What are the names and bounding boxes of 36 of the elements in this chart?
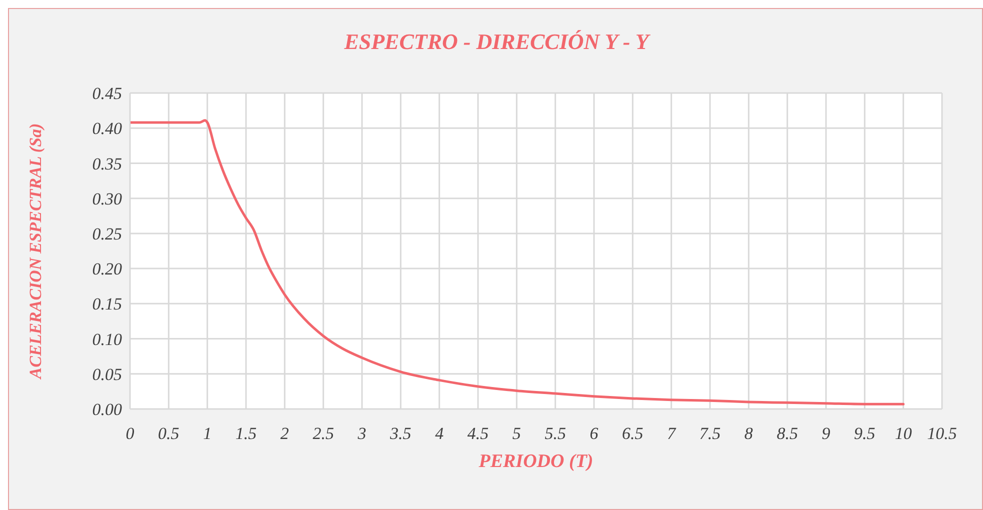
x-tick-label: 4.5 (467, 424, 489, 444)
y-tick-label: 0.10 (92, 330, 122, 349)
y-tick-label: 0.45 (92, 84, 122, 104)
y-tick-label: 0.00 (92, 400, 122, 420)
x-tick-label: 8 (744, 424, 754, 444)
x-tick-label: 5.5 (544, 424, 566, 444)
x-tick-label: 8.5 (776, 424, 798, 444)
y-tick-label: 0.05 (92, 364, 122, 384)
x-tick-label: 5 (512, 424, 521, 444)
y-tick-label: 0.15 (92, 294, 122, 314)
x-tick-label: 6 (590, 424, 599, 444)
x-tick-label: 1 (203, 424, 212, 444)
x-tick-label: 7.5 (699, 424, 721, 444)
x-tick-label: 0.5 (158, 424, 180, 444)
y-tick-label: 0.30 (92, 189, 122, 208)
x-tick-label: 9 (822, 424, 831, 444)
line-series (130, 119, 905, 406)
y-tick-label: 0.35 (92, 154, 122, 174)
x-tick-label: 2 (280, 424, 290, 444)
x-axis-title: PERIODO (T) (478, 451, 594, 472)
x-tick-label: 0 (126, 424, 135, 444)
x-tick-label: 10.5 (927, 424, 957, 444)
y-tick-label: 0.25 (92, 224, 122, 244)
y-axis-title: ACELERACION ESPECTRAL (Sa) (26, 123, 46, 380)
x-tick-label: 9.5 (854, 424, 876, 444)
chart-title: ESPECTRO - DIRECCIÓN Y - Y (343, 29, 652, 55)
x-tick-label: 2.5 (312, 424, 334, 444)
x-tick-label: 1.5 (235, 424, 257, 444)
x-tick-label: 6.5 (622, 424, 644, 444)
x-tick-label: 10 (894, 424, 912, 444)
x-tick-label: 4 (435, 424, 444, 444)
x-tick-label: 7 (667, 424, 678, 444)
x-tick-label: 3.5 (389, 424, 412, 444)
x-tick-label: 3 (356, 424, 366, 444)
y-tick-label: 0.40 (92, 119, 122, 138)
y-tick-label: 0.20 (92, 260, 122, 279)
